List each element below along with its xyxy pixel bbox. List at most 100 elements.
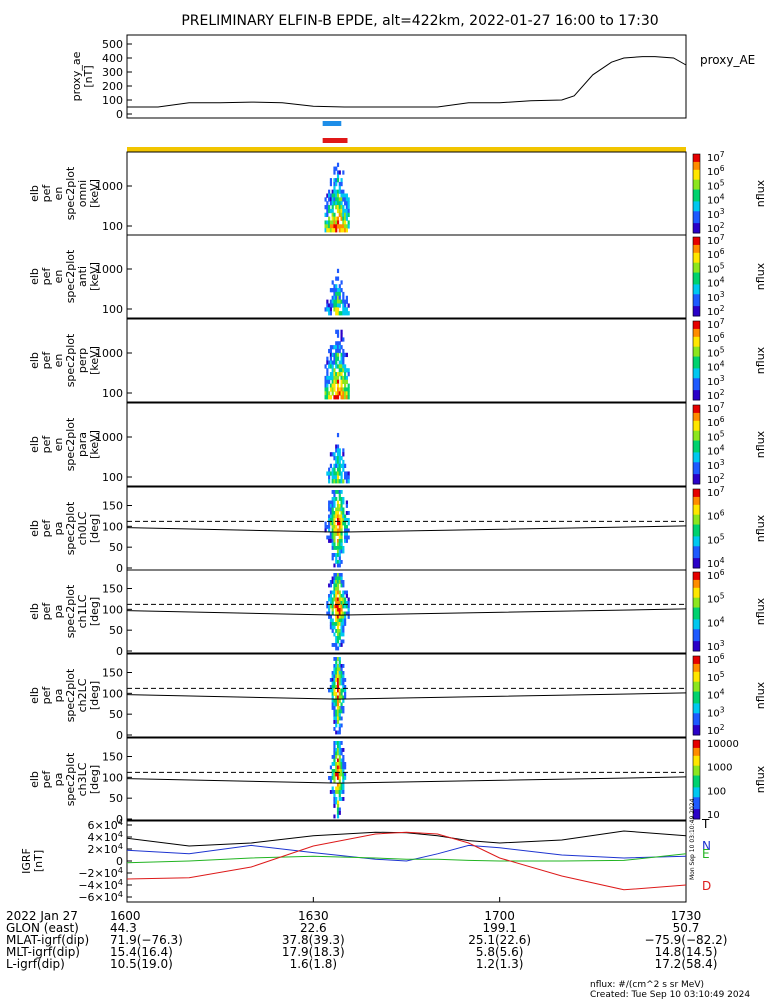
spectrogram-pixel: [324, 528, 327, 533]
spectrogram-pixel: [340, 181, 343, 187]
colorbar-cell: [693, 322, 700, 326]
panel-anti: 1000100elbpefenspec2plotanti[keV]1071061…: [28, 233, 767, 319]
spectrogram-pixel: [335, 463, 338, 468]
spectrogram-pixel: [338, 364, 341, 369]
y-tick-label: 100: [102, 303, 123, 316]
spectrogram-pixel: [336, 580, 340, 584]
colorbar-cell: [693, 773, 700, 777]
spectrogram-pixel: [336, 681, 340, 686]
spectrogram-pixel: [342, 671, 345, 675]
spectrogram-pixel: [329, 594, 333, 598]
spectrogram-pixel: [338, 727, 341, 731]
spectrogram-pixel: [344, 685, 347, 689]
spectrogram-pixel: [338, 181, 341, 187]
spectrogram-pixel: [342, 685, 345, 689]
spectrogram-pixel: [336, 268, 340, 274]
spectrogram-pixel: [333, 395, 336, 400]
spectrogram-pixel: [329, 504, 333, 508]
colorbar-cell: [693, 268, 700, 272]
colorbar-cell: [693, 781, 700, 784]
colorbar-cell: [693, 324, 700, 328]
ephem-value: 10.5(19.0): [110, 957, 173, 971]
spectrogram-pixel: [331, 685, 334, 689]
colorbar-label: nflux: [754, 681, 767, 709]
spectrogram-pixel: [338, 660, 341, 665]
spectrogram-pixel: [324, 391, 327, 396]
spectrogram-pixel: [344, 615, 347, 619]
spectrogram-pixel: [329, 535, 333, 540]
colorbar-cell: [693, 418, 700, 422]
colorbar-cell: [693, 380, 700, 383]
spectrogram-pixel: [345, 193, 348, 198]
colorbar-cell: [693, 629, 700, 632]
y-tick-label: 50: [109, 541, 123, 554]
colorbar-frame: [692, 571, 701, 652]
spectrogram-pixel: [329, 372, 333, 377]
spectrogram-pixel: [333, 490, 336, 494]
colorbar-tick-label: 105: [707, 532, 725, 546]
spectrogram-pixel: [345, 375, 348, 381]
loss-cone-line: [126, 692, 687, 700]
spectrogram-pixel: [342, 337, 345, 342]
colorbar-tick-label: 103: [707, 458, 725, 472]
spectrogram-pixel: [335, 459, 338, 465]
spectrogram-pixel: [336, 657, 340, 661]
spectrogram-pixel: [342, 379, 345, 384]
colorbar-label: nflux: [754, 597, 767, 625]
spectrogram-pixel: [345, 307, 348, 312]
spectrogram-pixel: [333, 793, 336, 798]
spectrogram-pixel: [338, 779, 341, 784]
colorbar-cell: [693, 583, 700, 587]
colorbar-cell: [693, 577, 700, 581]
footer-created: Created: Tue Sep 10 03:10:49 2024: [590, 990, 750, 1000]
spectrogram-pixel: [344, 521, 347, 526]
spectrogram-pixel: [342, 212, 345, 217]
spectrogram-pixel: [331, 514, 334, 519]
spectrogram-pixel: [338, 345, 341, 350]
spectrogram-pixel: [335, 341, 338, 346]
colorbar-cell: [693, 572, 700, 575]
colorbar-cell: [693, 430, 700, 434]
colorbar-cell: [693, 252, 700, 256]
colorbar-cell: [693, 611, 700, 614]
colorbar-cell: [693, 560, 700, 563]
spectrogram-pixel: [336, 387, 340, 392]
colorbar-frame: [692, 404, 701, 485]
spectrogram-pixel: [333, 288, 336, 293]
spectrogram-pixel: [333, 193, 336, 198]
colorbar-cell: [693, 751, 700, 755]
spectrogram-pixel: [335, 594, 338, 598]
spectrogram-pixel: [328, 216, 331, 221]
colorbar-cell: [693, 346, 700, 350]
spectrogram-pixel: [347, 521, 350, 526]
colorbar-cell: [693, 165, 700, 169]
spectrogram-pixel: [340, 208, 343, 214]
colorbar-cell: [693, 715, 700, 718]
spectrogram-pixel: [335, 560, 338, 564]
spectrogram-pixel: [335, 797, 338, 801]
colorbar-cell: [693, 310, 700, 313]
colorbar-cell: [693, 197, 700, 200]
colorbar-cell: [693, 420, 700, 424]
spectrogram-pixel: [331, 387, 334, 392]
spectrogram-pixel: [336, 804, 340, 808]
spectrogram-pixel: [340, 299, 343, 304]
colorbar-cell: [693, 489, 700, 492]
spectrogram-pixel: [336, 790, 340, 794]
spectrogram-pixel: [338, 456, 341, 461]
colorbar-cell: [693, 595, 700, 599]
spectrogram-pixel: [340, 193, 343, 198]
spectrogram-pixel: [336, 364, 340, 369]
colorbar-cell: [693, 306, 700, 309]
spectrogram-pixel: [326, 224, 329, 229]
colorbar-cell: [693, 478, 700, 481]
spectrogram-pixel: [336, 758, 340, 763]
spectrogram-pixel: [333, 539, 336, 543]
spectrogram-pixel: [340, 797, 343, 801]
spectrogram-pixel: [336, 463, 340, 468]
spectrogram-pixel: [342, 311, 345, 316]
spectrogram-pixel: [331, 299, 334, 304]
spectrogram-pixel: [338, 467, 341, 472]
spectrogram-pixel: [336, 601, 340, 605]
colorbar-cell: [693, 538, 700, 541]
